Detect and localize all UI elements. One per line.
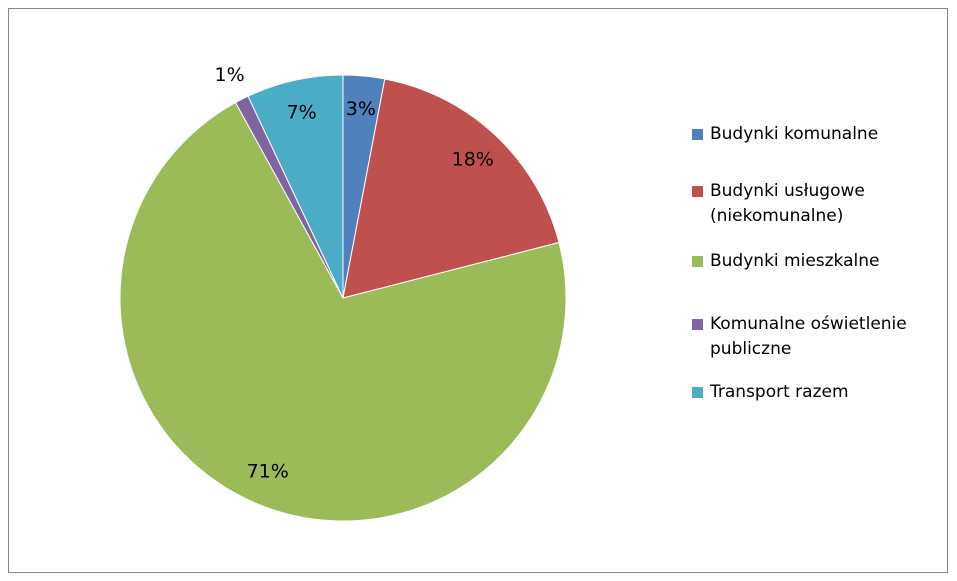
legend-label: Komunalne oświetlenie publiczne: [710, 314, 907, 359]
legend-entry: Budynki komunalne: [692, 122, 942, 147]
legend-entry: Budynki usługowe (niekomunalne): [692, 179, 942, 229]
legend-swatch: [692, 186, 703, 197]
legend-swatch: [692, 256, 703, 267]
pie-slice: [119, 101, 567, 522]
data-label: 71%: [247, 460, 289, 482]
pie-slice: [247, 74, 344, 299]
legend-entry: Komunalne oświetlenie publiczne: [692, 312, 942, 362]
legend-swatch: [692, 387, 703, 398]
legend-label: Budynki usługowe (niekomunalne): [710, 181, 865, 226]
legend-swatch: [692, 129, 703, 140]
data-label: 1%: [215, 64, 245, 86]
legend-swatch: [692, 319, 703, 330]
data-label: 7%: [287, 102, 317, 124]
data-label: 3%: [346, 98, 376, 120]
legend-label: Budynki mieszkalne: [710, 251, 880, 271]
legend-label: Budynki komunalne: [710, 124, 879, 144]
legend-entry: Budynki mieszkalne: [692, 249, 942, 274]
data-label: 18%: [452, 148, 494, 170]
legend-label: Transport razem: [710, 382, 849, 402]
pie-slice: [342, 78, 560, 299]
legend-entry: Transport razem: [692, 380, 942, 405]
legend: Budynki komunalne Budynki usługowe (nieko…: [692, 122, 942, 405]
